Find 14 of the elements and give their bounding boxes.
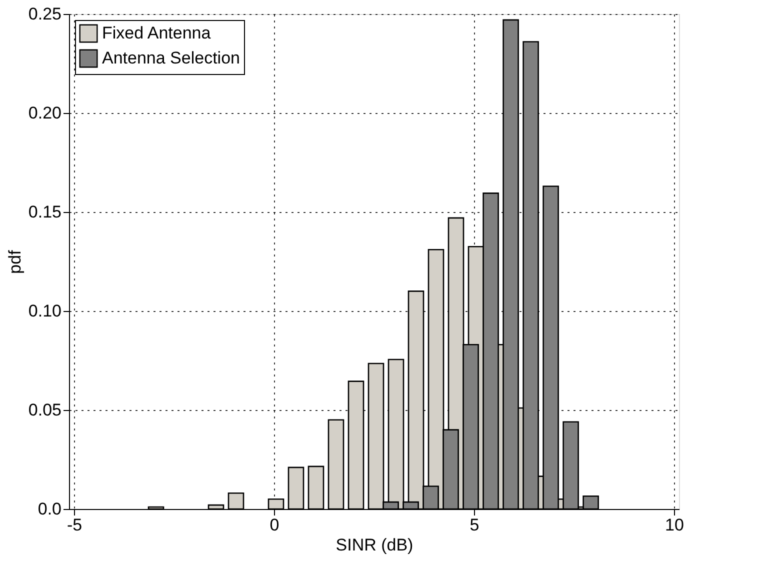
y-tick-label: 0.15 [28,202,62,222]
legend-label: Antenna Selection [102,48,240,68]
x-tick-label: 0 [270,516,280,534]
y-tick-label: 0.20 [28,104,62,122]
y-tick-label: 0.10 [28,302,62,320]
x-tick-label: -5 [66,516,82,534]
x-axis-title: SINR (dB) [336,536,414,554]
x-tick-label: 10 [665,516,684,534]
y-tick-label: 0.25 [28,4,62,24]
legend-label: Fixed Antenna [102,24,212,42]
y-tick-label: 0.0 [38,500,62,518]
y-axis-title: pdf [5,250,24,274]
x-tick-label: 5 [470,516,480,534]
y-tick-label: 0.05 [28,400,62,420]
